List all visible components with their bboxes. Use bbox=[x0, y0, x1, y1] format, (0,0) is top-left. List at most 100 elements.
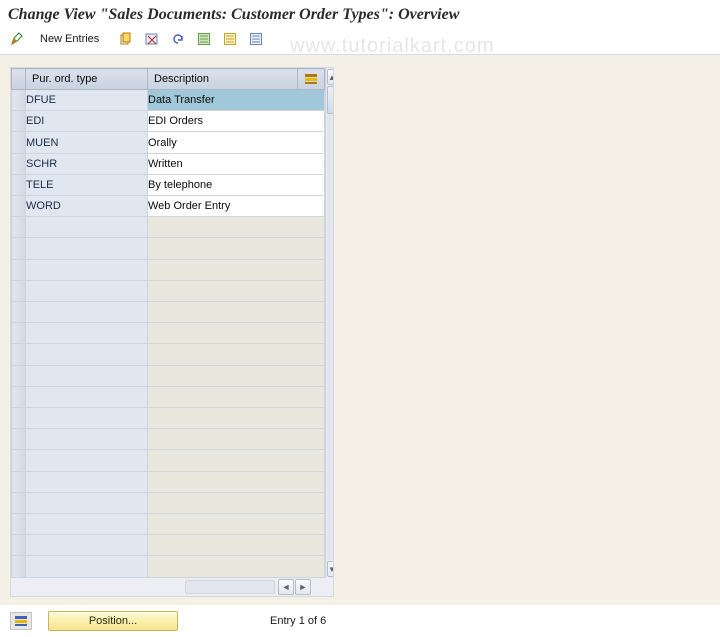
row-select-button[interactable] bbox=[12, 471, 26, 492]
row-select-button[interactable] bbox=[12, 153, 26, 174]
cell-type[interactable] bbox=[26, 365, 148, 386]
position-icon[interactable] bbox=[10, 612, 32, 630]
row-select-button[interactable] bbox=[12, 535, 26, 556]
row-select-button[interactable] bbox=[12, 514, 26, 535]
column-header-description[interactable]: Description bbox=[148, 69, 298, 90]
hscroll-left-button[interactable]: ◄ bbox=[278, 579, 294, 595]
cell-description[interactable]: Written bbox=[148, 153, 325, 174]
cell-description[interactable] bbox=[148, 365, 325, 386]
row-select-button[interactable] bbox=[12, 429, 26, 450]
cell-type[interactable]: EDI bbox=[26, 111, 148, 132]
select-block-icon[interactable] bbox=[219, 30, 241, 48]
table-row bbox=[12, 238, 325, 259]
cell-description[interactable] bbox=[148, 323, 325, 344]
cell-type[interactable] bbox=[26, 535, 148, 556]
cell-type[interactable] bbox=[26, 323, 148, 344]
cell-type[interactable] bbox=[26, 217, 148, 238]
row-select-button[interactable] bbox=[12, 174, 26, 195]
cell-description[interactable] bbox=[148, 217, 325, 238]
select-all-icon[interactable] bbox=[193, 30, 215, 48]
cell-type[interactable] bbox=[26, 492, 148, 513]
position-button[interactable]: Position... bbox=[48, 611, 178, 631]
cell-type[interactable] bbox=[26, 408, 148, 429]
table-row bbox=[12, 514, 325, 535]
scroll-track[interactable] bbox=[327, 86, 333, 560]
cell-type[interactable] bbox=[26, 514, 148, 535]
table-row bbox=[12, 365, 325, 386]
deselect-all-icon[interactable] bbox=[245, 30, 267, 48]
hscroll-right-button[interactable]: ► bbox=[295, 579, 311, 595]
cell-type[interactable] bbox=[26, 556, 148, 578]
table-row bbox=[12, 408, 325, 429]
cell-description[interactable] bbox=[148, 238, 325, 259]
row-select-button[interactable] bbox=[12, 280, 26, 301]
cell-type[interactable]: DFUE bbox=[26, 90, 148, 111]
row-select-button[interactable] bbox=[12, 217, 26, 238]
cell-type[interactable] bbox=[26, 302, 148, 323]
table-row bbox=[12, 323, 325, 344]
cell-type[interactable]: WORD bbox=[26, 196, 148, 217]
row-select-button[interactable] bbox=[12, 556, 26, 578]
copy-as-icon[interactable] bbox=[115, 30, 137, 48]
new-entries-button[interactable]: New Entries bbox=[34, 30, 111, 48]
cell-type[interactable]: TELE bbox=[26, 174, 148, 195]
delete-icon[interactable] bbox=[141, 30, 163, 48]
cell-description[interactable] bbox=[148, 514, 325, 535]
cell-description[interactable] bbox=[148, 344, 325, 365]
cell-description[interactable] bbox=[148, 450, 325, 471]
cell-description[interactable] bbox=[148, 556, 325, 578]
cell-type[interactable] bbox=[26, 386, 148, 407]
cell-description[interactable] bbox=[148, 408, 325, 429]
row-select-button[interactable] bbox=[12, 238, 26, 259]
entry-status: Entry 1 of 6 bbox=[270, 615, 326, 627]
row-select-button[interactable] bbox=[12, 196, 26, 217]
row-select-button[interactable] bbox=[12, 344, 26, 365]
cell-description[interactable]: EDI Orders bbox=[148, 111, 325, 132]
cell-type[interactable] bbox=[26, 429, 148, 450]
cell-description[interactable] bbox=[148, 280, 325, 301]
cell-type[interactable] bbox=[26, 344, 148, 365]
cell-description[interactable]: By telephone bbox=[148, 174, 325, 195]
cell-description[interactable] bbox=[148, 535, 325, 556]
cell-description[interactable]: Web Order Entry bbox=[148, 196, 325, 217]
cell-description[interactable]: Data Transfer bbox=[148, 90, 325, 111]
cell-description[interactable]: Orally bbox=[148, 132, 325, 153]
row-select-button[interactable] bbox=[12, 90, 26, 111]
scroll-down-button[interactable]: ▼ bbox=[327, 561, 333, 577]
row-select-button[interactable] bbox=[12, 408, 26, 429]
cell-type[interactable] bbox=[26, 259, 148, 280]
row-select-button[interactable] bbox=[12, 365, 26, 386]
cell-type[interactable]: SCHR bbox=[26, 153, 148, 174]
table-row bbox=[12, 492, 325, 513]
cell-description[interactable] bbox=[148, 259, 325, 280]
cell-description[interactable] bbox=[148, 492, 325, 513]
table-row bbox=[12, 344, 325, 365]
row-select-button[interactable] bbox=[12, 323, 26, 344]
cell-type[interactable] bbox=[26, 450, 148, 471]
row-select-button[interactable] bbox=[12, 132, 26, 153]
cell-description[interactable] bbox=[148, 429, 325, 450]
scroll-thumb[interactable] bbox=[327, 86, 333, 114]
column-header-type[interactable]: Pur. ord. type bbox=[26, 69, 148, 90]
scroll-up-button[interactable]: ▲ bbox=[327, 69, 333, 85]
row-select-button[interactable] bbox=[12, 492, 26, 513]
table-row: EDIEDI Orders bbox=[12, 111, 325, 132]
cell-type[interactable] bbox=[26, 471, 148, 492]
cell-type[interactable] bbox=[26, 280, 148, 301]
row-select-button[interactable] bbox=[12, 386, 26, 407]
row-select-button[interactable] bbox=[12, 111, 26, 132]
row-select-button[interactable] bbox=[12, 259, 26, 280]
row-select-button[interactable] bbox=[12, 450, 26, 471]
cell-description[interactable] bbox=[148, 386, 325, 407]
cell-type[interactable] bbox=[26, 238, 148, 259]
select-all-rows-button[interactable] bbox=[12, 69, 26, 90]
hscroll-track[interactable] bbox=[185, 580, 275, 594]
cell-description[interactable] bbox=[148, 302, 325, 323]
undo-icon[interactable] bbox=[167, 30, 189, 48]
display-change-icon[interactable] bbox=[6, 30, 30, 48]
cell-description[interactable] bbox=[148, 471, 325, 492]
row-select-button[interactable] bbox=[12, 302, 26, 323]
table-settings-icon[interactable] bbox=[298, 69, 325, 90]
cell-type[interactable]: MUEN bbox=[26, 132, 148, 153]
table-row: DFUEData Transfer bbox=[12, 90, 325, 111]
